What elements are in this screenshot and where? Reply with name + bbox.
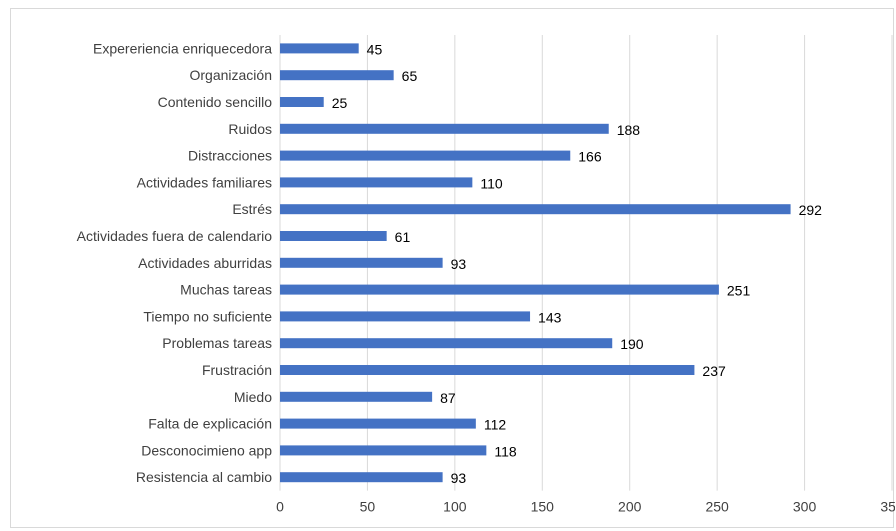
data-label: 188 xyxy=(617,122,641,138)
data-label: 251 xyxy=(727,283,751,299)
category-label: Actividades fuera de calendario xyxy=(77,228,273,244)
data-label: 143 xyxy=(538,309,562,325)
bar xyxy=(280,204,791,215)
bar xyxy=(280,97,324,107)
bar xyxy=(280,445,487,456)
x-tick-label: 150 xyxy=(531,499,555,515)
data-label: 25 xyxy=(332,95,348,111)
category-label: Resistencia al cambio xyxy=(136,469,272,485)
category-label: Desconocimieno app xyxy=(141,442,272,458)
chart-frame: Expereriencia enriquecedora Organización C… xyxy=(10,8,895,528)
data-label: 93 xyxy=(451,470,467,486)
category-label: Frustración xyxy=(202,362,272,378)
bar xyxy=(280,284,719,295)
x-tick-label: 350 xyxy=(880,499,895,515)
data-label: 93 xyxy=(451,256,467,272)
bar-chart: Expereriencia enriquecedora Organización C… xyxy=(77,35,895,515)
data-label: 65 xyxy=(402,68,418,84)
category-label: Falta de explicación xyxy=(148,416,272,432)
data-label: 112 xyxy=(484,417,507,433)
data-label: 110 xyxy=(480,175,503,191)
x-tick-label: 200 xyxy=(618,499,642,515)
bar xyxy=(280,311,531,322)
data-label: 87 xyxy=(440,390,456,406)
x-tick-label: 100 xyxy=(443,499,467,515)
bar xyxy=(280,70,394,81)
category-label: Ruidos xyxy=(228,121,272,137)
gridlines xyxy=(279,35,893,491)
category-label: Estrés xyxy=(232,201,272,217)
category-label: Actividades familiares xyxy=(137,174,272,190)
category-label: Actividades aburridas xyxy=(138,255,272,271)
category-label: Problemas tareas xyxy=(162,335,272,351)
x-tick-labels: 0 50 100 150 200 250 300 350 xyxy=(276,499,895,515)
bar xyxy=(280,231,387,241)
category-label: Expereriencia enriquecedora xyxy=(93,40,272,56)
category-label: Tiempo no suficiente xyxy=(143,308,272,324)
x-tick-label: 50 xyxy=(360,499,376,515)
bar xyxy=(280,43,359,54)
data-label: 237 xyxy=(702,363,726,379)
category-labels: Expereriencia enriquecedora Organización C… xyxy=(77,40,273,485)
bar xyxy=(280,365,695,375)
category-label: Muchas tareas xyxy=(180,282,272,298)
bar xyxy=(280,472,443,483)
category-label: Contenido sencillo xyxy=(158,94,273,110)
data-label: 292 xyxy=(799,202,823,218)
x-tick-label: 300 xyxy=(793,499,817,515)
bars xyxy=(280,43,791,483)
data-labels: 45 65 25 188 166 110 292 61 93 251 143 190 237 87 112 1… xyxy=(332,41,822,486)
x-tick-label: 250 xyxy=(705,499,729,515)
category-label: Distracciones xyxy=(188,148,272,164)
bar xyxy=(280,338,613,349)
bar xyxy=(280,150,571,161)
bar xyxy=(280,257,443,268)
x-tick-label: 0 xyxy=(276,499,284,515)
data-label: 118 xyxy=(494,443,517,459)
data-label: 190 xyxy=(620,336,644,352)
data-label: 166 xyxy=(578,149,602,165)
bar xyxy=(280,123,609,134)
bar xyxy=(280,391,433,402)
data-label: 45 xyxy=(367,41,383,57)
bar xyxy=(280,418,476,429)
category-label: Organización xyxy=(190,67,273,83)
data-label: 61 xyxy=(395,229,411,245)
category-label: Miedo xyxy=(234,389,272,405)
bar xyxy=(280,177,473,188)
